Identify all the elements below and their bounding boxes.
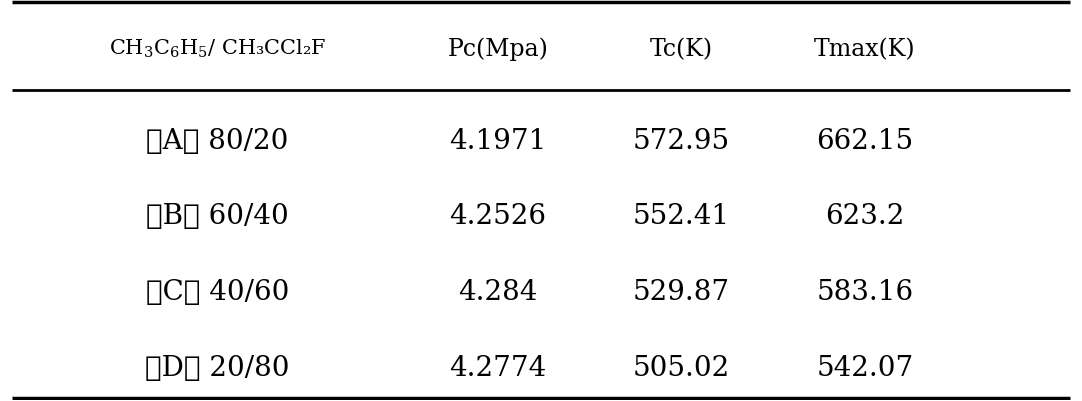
Text: 542.07: 542.07 — [816, 354, 913, 381]
Text: （A） 80/20: （A） 80/20 — [146, 127, 289, 154]
Text: 4.1971: 4.1971 — [449, 127, 546, 154]
Text: 529.87: 529.87 — [633, 279, 730, 306]
Text: 4.284: 4.284 — [458, 279, 538, 306]
Text: Pc(Mpa): Pc(Mpa) — [447, 37, 549, 61]
Text: 552.41: 552.41 — [633, 203, 730, 230]
Text: 662.15: 662.15 — [816, 127, 913, 154]
Text: 572.95: 572.95 — [633, 127, 730, 154]
Text: （B） 60/40: （B） 60/40 — [146, 203, 289, 230]
Text: Tmax(K): Tmax(K) — [814, 38, 915, 61]
Text: 505.02: 505.02 — [633, 354, 730, 381]
Text: Tc(K): Tc(K) — [649, 38, 713, 61]
Text: $\mathregular{CH_3C_6H_5}$/ CH₃CCl₂F: $\mathregular{CH_3C_6H_5}$/ CH₃CCl₂F — [108, 38, 326, 60]
Text: 583.16: 583.16 — [816, 279, 913, 306]
Text: 4.2774: 4.2774 — [449, 354, 546, 381]
Text: （D） 20/80: （D） 20/80 — [145, 354, 290, 381]
Text: 4.2526: 4.2526 — [449, 203, 546, 230]
Text: 623.2: 623.2 — [826, 203, 905, 230]
Text: （C） 40/60: （C） 40/60 — [146, 279, 289, 306]
